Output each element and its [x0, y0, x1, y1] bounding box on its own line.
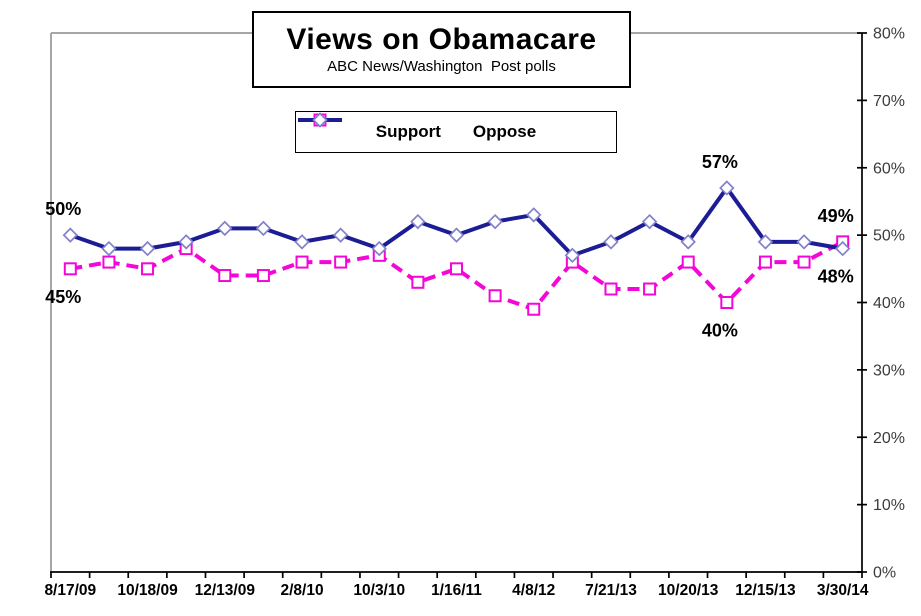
oppose-marker-icon — [62, 227, 79, 243]
title-box: Views on Obamacare ABC News/Washington P… — [252, 11, 631, 88]
point-label: 50% — [45, 199, 81, 219]
y-tick-label: 0% — [873, 565, 896, 582]
point-label: 57% — [702, 152, 738, 172]
support-marker-icon — [758, 255, 772, 269]
support-marker-icon — [797, 255, 811, 269]
chart-subtitle: ABC News/Washington Post polls — [327, 58, 556, 75]
point-label: 48% — [818, 267, 854, 287]
x-tick-label: 3/30/14 — [817, 582, 869, 599]
support-marker-icon — [527, 302, 541, 316]
y-tick-label: 70% — [873, 93, 905, 110]
support-marker-icon — [218, 269, 232, 283]
y-tick-label: 50% — [873, 228, 905, 245]
support-marker-icon — [141, 262, 155, 276]
oppose-marker-icon — [139, 240, 156, 257]
legend-diamond-marker-icon — [312, 112, 328, 128]
support-marker-icon — [720, 296, 734, 309]
oppose-marker-icon — [526, 207, 542, 223]
oppose-marker-icon — [371, 240, 387, 257]
legend-item-oppose: Oppose — [298, 112, 537, 142]
support-marker-icon — [63, 262, 77, 276]
support-marker-icon — [411, 275, 425, 289]
x-tick-label: 1/16/11 — [431, 582, 482, 599]
point-label: 49% — [818, 206, 854, 226]
oppose-marker-icon — [757, 234, 774, 250]
support-marker-icon — [488, 289, 502, 303]
chart-title: Views on Obamacare — [286, 23, 597, 56]
x-tick-label: 10/18/09 — [117, 582, 178, 599]
point-label: 45% — [45, 287, 81, 307]
oppose-marker-icon — [564, 247, 581, 264]
x-tick-label: 4/8/12 — [512, 582, 555, 599]
x-tick-label: 12/15/13 — [735, 582, 796, 599]
x-tick-label: 12/13/09 — [195, 582, 256, 599]
legend-label-oppose: Oppose — [472, 122, 537, 141]
oppose-marker-icon — [641, 213, 658, 230]
oppose-marker-icon — [255, 220, 272, 237]
oppose-marker-icon — [101, 240, 117, 257]
oppose-marker-icon — [410, 213, 426, 230]
oppose-marker-icon — [796, 234, 812, 250]
oppose-marker-icon — [834, 240, 851, 257]
legend-label-support: Support — [375, 122, 441, 141]
support-marker-icon — [295, 255, 309, 269]
x-tick-label: 10/20/13 — [658, 582, 719, 599]
oppose-marker-icon — [178, 234, 194, 250]
x-tick-label: 7/21/13 — [585, 582, 637, 599]
support-marker-icon — [450, 262, 463, 276]
oppose-marker-icon — [487, 213, 503, 230]
support-line — [69, 240, 844, 312]
support-marker-icon — [604, 282, 618, 296]
x-tick-label: 10/3/10 — [353, 582, 405, 599]
oppose-marker-icon — [294, 234, 310, 250]
x-tick-label: 8/17/09 — [44, 582, 96, 599]
y-tick-label: 40% — [873, 295, 905, 312]
y-tick-label: 60% — [873, 160, 905, 177]
support-marker-icon — [334, 255, 348, 269]
x-tick-label: 2/8/10 — [280, 582, 323, 599]
y-tick-label: 30% — [873, 362, 905, 379]
oppose-marker-icon — [719, 180, 735, 196]
oppose-marker-icon — [603, 234, 619, 250]
oppose-marker-icon — [680, 234, 696, 250]
support-marker-icon — [643, 282, 657, 296]
oppose-marker-icon — [332, 227, 349, 243]
oppose-marker-icon — [448, 227, 465, 243]
legend-item-support: Support — [298, 113, 441, 142]
y-tick-label: 80% — [873, 26, 905, 43]
y-tick-label: 20% — [873, 430, 905, 447]
point-label: 40% — [702, 321, 738, 341]
support-marker-icon — [256, 269, 270, 283]
legend-box: Support Oppose — [295, 111, 617, 153]
support-marker-icon — [102, 255, 116, 269]
oppose-line-sample-icon — [298, 112, 342, 128]
support-marker-icon — [681, 255, 695, 269]
oppose-marker-icon — [217, 220, 233, 237]
y-tick-label: 10% — [873, 497, 905, 514]
